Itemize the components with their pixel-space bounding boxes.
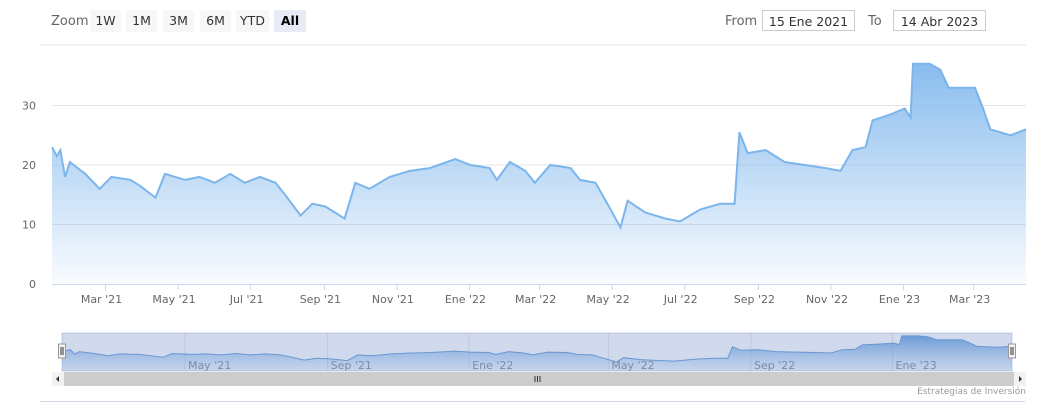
x-tick-label: Jul '21: [229, 293, 264, 306]
range-button-3m[interactable]: 3M: [163, 10, 194, 32]
x-tick-label: Jul '22: [663, 293, 698, 306]
navigator-series-line: [61, 335, 1013, 363]
navigator-selected-range: [62, 333, 1012, 371]
range-button-1m[interactable]: 1M: [126, 10, 157, 32]
x-tick-label: Mar '23: [949, 293, 990, 306]
series-area: [52, 63, 1026, 284]
to-label: To: [868, 14, 882, 29]
x-tick-label: Mar '22: [515, 293, 556, 306]
zoom-label: Zoom: [51, 14, 89, 29]
x-tick-label: May '21: [152, 293, 195, 306]
series-line: [51, 62, 1027, 231]
x-tick-label: May '22: [587, 293, 630, 306]
x-tick-label: Mar '21: [81, 293, 122, 306]
y-tick-label: 20: [22, 159, 36, 172]
x-tick-label: Ene '23: [879, 293, 920, 306]
to-date-input[interactable]: 14 Abr 2023: [893, 10, 986, 31]
range-button-6m[interactable]: 6M: [200, 10, 231, 32]
navigator-handle-left[interactable]: [58, 343, 66, 359]
bottom-divider: [40, 401, 1025, 402]
from-label: From: [725, 14, 758, 29]
range-button-all[interactable]: All: [274, 10, 306, 32]
x-tick-label: Sep '22: [734, 293, 775, 306]
x-tick-label: Nov '22: [806, 293, 848, 306]
range-button-ytd[interactable]: YTD: [236, 10, 269, 32]
from-date-input[interactable]: 15 Ene 2021: [762, 10, 855, 31]
credits[interactable]: Estrategias de Inversión: [917, 387, 1026, 397]
navigator-series-area: [62, 335, 1012, 371]
navigator-handle-right[interactable]: [1008, 343, 1016, 359]
y-tick-label: 30: [22, 100, 36, 113]
scroll-right-arrow-icon[interactable]: [1019, 376, 1022, 382]
scroll-left-arrow-icon[interactable]: [56, 376, 59, 382]
x-tick-label: Ene '22: [445, 293, 486, 306]
range-button-1w[interactable]: 1W: [90, 10, 121, 32]
y-tick-label: 10: [22, 219, 36, 232]
y-tick-label: 0: [29, 278, 36, 291]
x-tick-label: Sep '21: [300, 293, 341, 306]
scrollbar-thumb[interactable]: [64, 372, 1014, 386]
x-tick-label: Nov '21: [372, 293, 414, 306]
